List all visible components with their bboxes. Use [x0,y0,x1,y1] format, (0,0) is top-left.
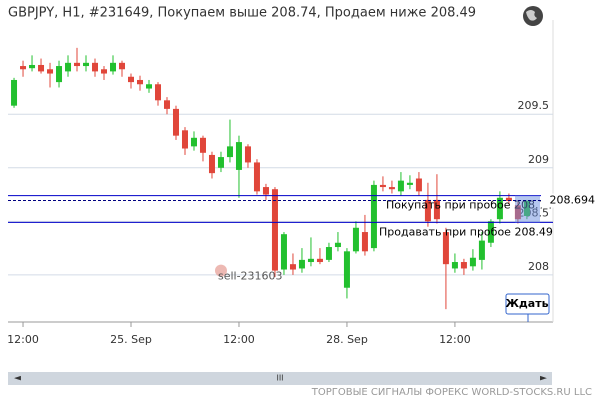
candle-body [145,84,152,89]
candle-body [74,62,81,67]
price-box [541,193,597,208]
scroll-grip[interactable]: III [276,374,283,383]
candle-body [29,64,36,69]
candle-body [451,262,458,269]
candle-body [136,79,143,85]
candle-body [47,69,54,74]
candle-body [199,137,206,153]
wait-button-label[interactable]: Ждать [505,297,548,310]
candle-body [487,221,494,243]
candle-body [217,157,224,168]
chart-title: GBPJPY, H1, #231649, Покупаем выше 208.7… [8,6,476,21]
candle-body [298,259,305,269]
x-tick-label: 12:00 [439,333,471,346]
candle-body [379,184,386,188]
x-tick-label: 28. Sep [326,333,368,346]
candle-body [316,258,323,263]
candle-body [478,240,485,260]
candle-body [163,100,170,109]
candle-body [83,62,90,67]
y-tick-label: 209 [528,153,549,166]
candle-body [56,66,63,83]
candle-body [128,76,135,83]
level-label: Покупать при пробое 208.74 [386,199,552,212]
candle-body [289,264,296,270]
candle-body [334,242,341,248]
current-candle-highlight [515,195,540,223]
candle-body [92,62,99,72]
candle-body [442,232,449,265]
candle-body [343,251,350,288]
x-tick-label: 12:00 [223,333,255,346]
candle-body [208,154,215,174]
candle-body [280,234,287,270]
y-tick-label: 208 [528,260,549,273]
x-tick-label: 25. Sep [110,333,152,346]
candle-body [253,162,260,192]
candle-body [424,199,431,222]
candle-body [271,189,278,271]
annotation-label: sell-231603 [218,270,283,283]
footer: ТОРГОВЫЕ СИГНАЛЫ ФОРЕКС WORLD-STOCKS.RU … [311,387,592,398]
candle-body [101,69,108,74]
candle-body [406,182,413,185]
candle-body [415,178,422,192]
y-tick-label: 209.5 [518,99,550,112]
candle-body [361,232,368,252]
candle-body [388,187,395,190]
candle-body [190,137,197,147]
candle-body [370,184,377,249]
candle-body [154,84,161,101]
candle-body [505,197,512,201]
candle-body [433,199,440,220]
scrollbar[interactable] [8,372,552,385]
candle-body [172,108,179,136]
scroll-left[interactable]: ◄ [14,374,21,384]
candle-body [496,197,503,220]
candle-body [110,62,117,72]
scroll-right[interactable]: ► [540,374,547,384]
candle-body [235,142,242,170]
candle-body [325,247,332,260]
candle-body [397,180,404,192]
candle-body [352,227,359,252]
candle-body [119,62,126,70]
candle-body [262,187,269,195]
candle-body [65,62,72,72]
x-tick-label: 12:00 [7,333,39,346]
candle-body [469,257,476,267]
candle-body [11,79,18,106]
candle-body [460,262,467,269]
price-label: 208.694 [550,194,596,207]
candle-body [307,258,314,263]
globe-icon[interactable] [523,6,543,26]
trade-marker [214,264,227,277]
candle-body [20,66,27,70]
candle-body [38,64,45,72]
candle-body [181,130,188,149]
candle-body [244,146,251,163]
level-label: Продавать при пробое 208.49 [379,225,553,238]
wait-button[interactable] [505,293,550,315]
candle-body [226,146,233,158]
